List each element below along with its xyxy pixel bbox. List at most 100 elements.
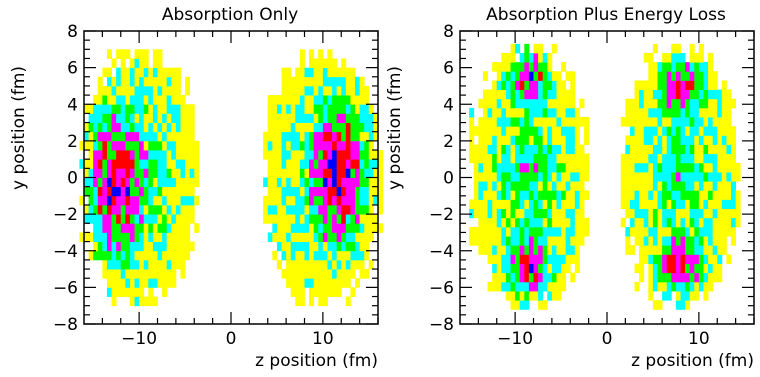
heatmap-cell [345,104,351,114]
heatmap-cell [708,217,714,228]
heatmap-cell [129,76,135,87]
heatmap-cell [515,291,521,301]
heatmap-cell [263,177,269,188]
heatmap-cell [574,245,580,255]
heatmap-cell [139,168,145,178]
heatmap-cell [111,131,117,142]
heatmap-cell [322,287,328,297]
heatmap-cell [662,71,668,81]
heatmap-cell [703,208,709,219]
heatmap-cell [327,76,333,87]
heatmap-cell [501,117,507,127]
heatmap-cell [689,62,695,72]
heatmap-cell [505,254,511,264]
heatmap-cell [556,245,562,255]
heatmap-cell [162,85,168,96]
heatmap-cell [162,131,168,142]
heatmap-cell [519,71,525,81]
heatmap-cell [689,208,695,219]
heatmap-cell [501,172,507,182]
heatmap-cell [505,245,511,255]
heatmap-cell [332,177,338,188]
heatmap-cell [538,172,544,182]
heatmap-cell [88,214,94,224]
heatmap-cell [152,278,158,288]
heatmap-cell [276,232,282,242]
heatmap-cell [332,113,338,123]
heatmap-cell [689,263,695,274]
panel-title: Absorption Plus Energy Loss [486,5,726,25]
heatmap-cell [533,181,539,191]
heatmap-cell [290,140,296,151]
heatmap-cell [364,232,370,242]
heatmap-cell [350,259,356,270]
heatmap-cell [657,300,663,310]
heatmap-cell [313,76,319,87]
heatmap-cell [111,58,117,69]
heatmap-cell [666,80,672,90]
heatmap-cell [139,241,145,252]
heatmap-cell [620,181,626,191]
heatmap-cell [166,278,172,288]
heatmap-cell [542,135,548,145]
heatmap-cell [565,208,571,219]
heatmap-cell [689,107,695,118]
heatmap-cell [125,287,131,297]
heatmap-cell [685,117,691,127]
heatmap-cell [708,52,714,63]
heatmap-cell [721,199,727,210]
heatmap-cell [680,190,686,200]
heatmap-cell [625,172,631,182]
heatmap-cell [134,67,140,78]
heatmap-cell [102,241,108,252]
heatmap-cell [528,71,534,81]
heatmap-cell [171,223,177,233]
heatmap-cell [84,177,89,188]
heatmap-cell [355,113,361,123]
heatmap-cell [721,117,727,127]
heatmap-cell [309,76,315,87]
heatmap-cell [97,122,103,133]
heatmap-cell [496,62,502,72]
heatmap-cell [272,104,278,114]
heatmap-cell [120,278,126,288]
heatmap-cell [662,135,668,145]
heatmap-cell [327,241,333,252]
heatmap-cell [708,236,714,246]
heatmap-cell [505,217,511,228]
heatmap-cell [175,150,181,160]
heatmap-cell [708,80,714,90]
heatmap-cell [143,159,149,169]
heatmap-cell [341,131,347,142]
heatmap-cell [134,131,140,142]
heatmap-cell [148,232,154,242]
heatmap-cell [189,186,195,197]
heatmap-cell [97,204,103,215]
heatmap-cell [341,122,347,133]
heatmap-cell [166,150,172,160]
heatmap-cell [510,107,516,118]
heatmap-cell [492,226,498,237]
heatmap-cell [478,190,484,200]
heatmap-cell [487,107,493,118]
heatmap-cell [345,113,351,123]
heatmap-cell [501,52,507,63]
heatmap-cell [492,217,498,228]
heatmap-cell [694,281,700,292]
heatmap-cell [515,199,521,210]
heatmap-cell [538,62,544,72]
heatmap-cell [189,140,195,151]
heatmap-cell [570,172,576,182]
heatmap-cell [355,168,361,178]
heatmap-cell [565,89,571,100]
heatmap-cell [286,76,292,87]
heatmap-cell [538,117,544,127]
heatmap-cell [533,199,539,210]
heatmap-cell [93,95,99,105]
heatmap-cell [102,159,108,169]
heatmap-cell [143,296,149,307]
heatmap-cell [185,232,191,242]
heatmap-cell [309,131,315,142]
heatmap-cell [666,126,672,136]
heatmap-cell [634,89,640,100]
